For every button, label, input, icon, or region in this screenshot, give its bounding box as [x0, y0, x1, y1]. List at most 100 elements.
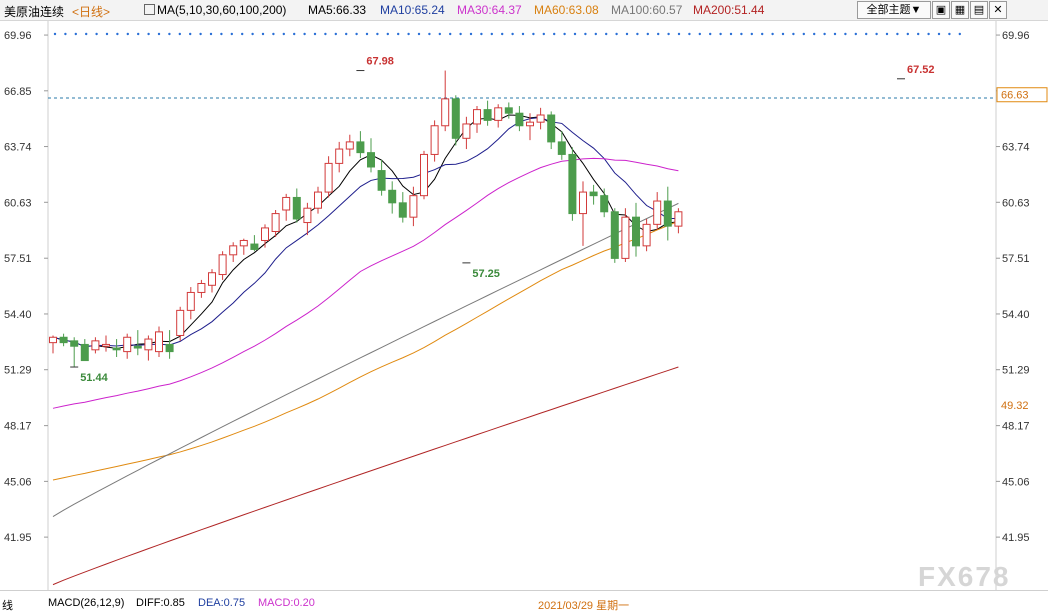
y-tick-label-right: 63.74 — [1002, 142, 1030, 154]
watermark-logo: FX678 — [918, 561, 1011, 592]
close-icon[interactable]: ✕ — [989, 1, 1007, 19]
grid-dot — [428, 32, 431, 36]
ref-price-tag-text: 49.32 — [1001, 400, 1029, 412]
grid-dot — [657, 32, 660, 36]
grid-dot — [833, 32, 837, 36]
grid-dot — [615, 32, 618, 36]
candle — [250, 235, 259, 252]
candle — [218, 251, 227, 280]
candle — [165, 330, 174, 359]
candle-body — [621, 216, 630, 259]
candle-body — [536, 114, 545, 123]
y-tick-label-left: 45.06 — [4, 476, 32, 488]
theme-dropdown-button[interactable]: 全部主题▼ — [857, 1, 931, 19]
candle-body — [473, 109, 481, 125]
y-tick-label-right: 41.95 — [1002, 532, 1030, 544]
annotation-label: 67.98 — [366, 56, 394, 68]
y-tick-label-right: 51.29 — [1002, 365, 1030, 377]
candle-body — [441, 98, 450, 127]
side-label: 线 — [2, 600, 13, 611]
candle-body — [377, 170, 386, 191]
candle-body — [568, 153, 577, 215]
candle-body — [324, 162, 333, 193]
last-price-tag-box — [996, 87, 1048, 103]
grid-dot — [937, 32, 941, 36]
ma-params: MA(5,10,30,60,100,200) — [157, 3, 287, 17]
candle-body — [123, 336, 132, 353]
grid-dot — [563, 32, 566, 36]
last-price-tag-text: 66.63 — [1001, 90, 1029, 102]
candle — [377, 159, 386, 196]
grid-dot — [573, 32, 577, 36]
grid-dot — [95, 32, 98, 36]
candle-body — [102, 343, 110, 347]
grid-dot — [282, 32, 285, 36]
ma10-value: MA10:65.24 — [380, 3, 445, 17]
candle-body — [642, 223, 651, 247]
candle — [91, 337, 100, 354]
period-label[interactable]: <日线> — [72, 5, 111, 19]
grid-dot — [147, 32, 150, 36]
grid-dot — [313, 32, 317, 36]
candle-body — [303, 207, 312, 224]
candle — [324, 156, 333, 198]
grid-dot — [709, 32, 712, 36]
candle — [208, 269, 216, 293]
grid-dot — [771, 32, 774, 36]
candle — [462, 116, 471, 150]
grid-dot — [584, 32, 587, 36]
ma100-value: MA100:60.57 — [611, 3, 683, 17]
y-tick-label-left: 48.17 — [4, 421, 32, 433]
y-tick-label-right: 57.51 — [1002, 253, 1030, 265]
layout-icon[interactable]: ▤ — [970, 1, 988, 19]
grid-dot — [178, 32, 181, 36]
ma200-value: MA200:51.44 — [693, 3, 765, 17]
grid-dot — [53, 32, 57, 36]
grid-dot — [199, 32, 202, 36]
candle-body — [579, 191, 587, 215]
grid-dot — [407, 32, 410, 36]
y-tick-label-right: 69.96 — [1002, 30, 1030, 42]
candle — [345, 134, 354, 157]
grid-dot — [85, 32, 88, 36]
y-tick-label-right: 48.17 — [1002, 421, 1030, 433]
candle-body — [409, 195, 418, 218]
candle-body — [208, 272, 216, 286]
candle — [282, 193, 291, 221]
annotation-label: 51.44 — [80, 372, 108, 384]
candle-body — [250, 243, 259, 250]
candle — [610, 208, 619, 263]
candle — [239, 238, 248, 255]
candle-body — [271, 213, 280, 233]
candle-body — [600, 195, 609, 213]
grid-dot — [365, 32, 369, 36]
candle-body — [335, 148, 344, 164]
grid-dot — [802, 32, 805, 36]
candle-body — [589, 191, 598, 197]
candle-body — [239, 239, 248, 247]
candle-body — [282, 196, 291, 211]
candle — [653, 192, 662, 230]
candle — [303, 202, 312, 236]
grid-dot — [958, 32, 961, 36]
grid-dot — [532, 32, 535, 36]
grid-dot — [677, 32, 681, 36]
ma60-line — [52, 220, 679, 481]
ma-toggle-icon[interactable] — [144, 4, 155, 15]
grid-dot — [438, 32, 441, 36]
grid-dot — [698, 32, 701, 36]
candle — [621, 208, 630, 262]
candle-body — [674, 211, 683, 227]
candle — [494, 104, 503, 128]
candle — [536, 107, 545, 130]
grid-dot — [542, 32, 545, 36]
ma5-line — [52, 114, 679, 349]
candles — [49, 70, 683, 368]
grid-icon[interactable]: ▦ — [951, 1, 969, 19]
grid-dot — [781, 32, 785, 36]
grid-dot — [303, 32, 306, 36]
zoom-icon[interactable]: ▣ — [932, 1, 950, 19]
candle — [176, 306, 185, 341]
